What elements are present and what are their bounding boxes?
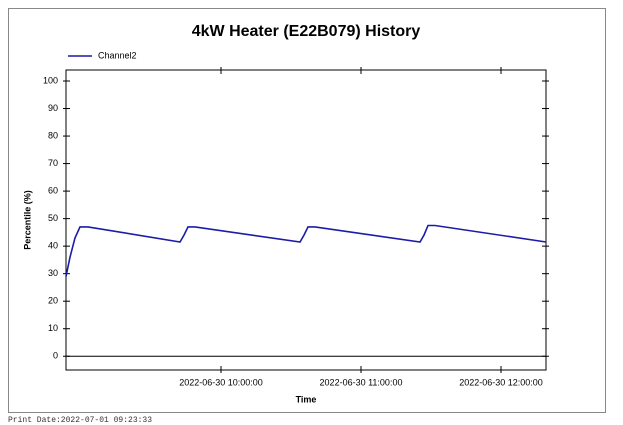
y-tick-label: 10 xyxy=(48,323,58,333)
y-tick-label: 20 xyxy=(48,296,58,306)
frame xyxy=(8,8,606,413)
y-tick-label: 60 xyxy=(48,185,58,195)
y-tick-label: 50 xyxy=(48,213,58,223)
y-tick-label: 80 xyxy=(48,130,58,140)
chart-title: 4kW Heater (E22B079) History xyxy=(192,23,421,40)
x-tick-label: 2022-06-30 12:00:00 xyxy=(459,377,543,387)
y-axis-title: Percentile (%) xyxy=(22,190,32,250)
line-series xyxy=(65,224,547,277)
print-date: Print Date:2022-07-01 09:23:33 xyxy=(8,416,152,425)
y-tick-label: 0 xyxy=(53,351,58,361)
y-tick-label: 40 xyxy=(48,241,58,251)
y-tick-label: 90 xyxy=(48,103,58,113)
x-tick-label: 2022-06-30 10:00:00 xyxy=(179,377,263,387)
x-tick-label: 2022-06-30 11:00:00 xyxy=(320,377,403,387)
legend-label: Channel2 xyxy=(98,50,137,60)
y-tick-label: 70 xyxy=(48,158,58,168)
y-tick-label: 100 xyxy=(43,75,58,85)
y-tick-label: 30 xyxy=(48,268,58,278)
x-axis-title: Time xyxy=(296,394,317,404)
plot-area xyxy=(65,69,547,371)
